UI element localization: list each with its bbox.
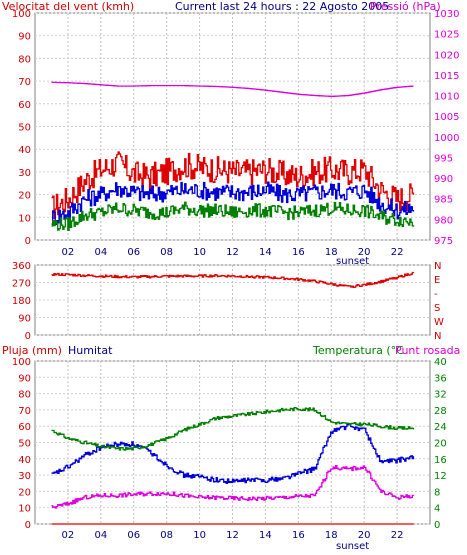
sunset-label: sunset [336,256,369,267]
y-tick-label: 80 [18,54,31,65]
x-tick-label: 14 [259,247,272,258]
humidity-temperature-chart: 0102030405060708090100048121620242832364… [2,344,460,552]
y2-tick-label: 1010 [434,92,459,103]
chart-title: Current last 24 hours : 22 Agosto 2005 [175,0,389,13]
y2-tick-label: 20 [434,439,447,450]
y2-tick-label: 985 [434,195,453,206]
y-tick-label: 60 [18,422,31,433]
series-line-direction [51,271,415,288]
y-tick-label: 180 [12,296,31,307]
y2-tick-label: 40 [434,357,447,368]
y2-tick-label: 995 [434,153,453,164]
sunset-label: sunset [336,541,369,552]
x-tick-label: 22 [391,247,404,258]
y-tick-label: 50 [18,123,31,134]
x-tick-label: 02 [62,247,75,258]
y-tick-label: 90 [18,373,31,384]
y2-tick-label: 1000 [434,133,459,144]
y-tick-label: 90 [18,314,31,325]
x-tick-label: 06 [127,247,140,258]
y2-tick-label: N [434,331,441,342]
legend-label: Punt rosada [395,344,460,357]
x-tick-label: 10 [193,530,206,541]
y2-tick-label: 1015 [434,71,459,82]
y-tick-label: 70 [18,406,31,417]
y2-tick-label: 16 [434,455,447,466]
pressure-axis-title: Pressió (hPa) [370,0,441,13]
series-line-low [51,201,415,232]
y2-tick-label: 1025 [434,30,459,41]
x-tick-label: 08 [160,530,173,541]
x-tick-label: 18 [325,530,338,541]
x-tick-label: 22 [391,530,404,541]
y2-tick-label: 1020 [434,50,459,61]
y2-tick-label: 0 [434,520,440,531]
y-tick-label: 60 [18,100,31,111]
y2-tick-label: S [434,303,440,314]
series-line-average [51,181,415,225]
y2-tick-label: 1005 [434,112,459,123]
x-tick-label: 16 [292,247,305,258]
y-tick-label: 30 [18,168,31,179]
y-tick-label: 20 [18,191,31,202]
x-tick-label: 02 [62,530,75,541]
y-tick-label: 100 [12,357,31,368]
y2-tick-label: 36 [434,373,447,384]
y-tick-label: 0 [25,331,31,342]
y-tick-label: 0 [25,520,31,531]
y2-tick-label: N [434,261,441,272]
y-tick-label: 40 [18,455,31,466]
y2-tick-label: 24 [434,422,447,433]
y2-tick-label: 32 [434,390,447,401]
y2-tick-label: 1030 [434,9,459,20]
y2-tick-label: 990 [434,174,453,185]
x-tick-label: 12 [226,530,239,541]
y-tick-label: 90 [18,32,31,43]
y-tick-label: 360 [12,261,31,272]
y2-tick-label: E [434,275,440,286]
y-tick-label: 80 [18,390,31,401]
x-tick-label: 16 [292,530,305,541]
wind-pressure-chart: 0102030405060708090100975980985990995100… [12,9,460,267]
y2-tick-label: W [434,317,444,328]
series-line-gust [51,151,415,220]
legend-label: Humitat [68,344,113,357]
series-line-pressure [51,81,414,97]
y2-tick-label: 975 [434,236,453,247]
y-tick-label: 270 [12,279,31,290]
x-tick-label: 06 [127,530,140,541]
x-tick-label: 20 [358,530,371,541]
x-tick-label: 10 [193,247,206,258]
legend-label: Pluja (mm) [2,344,62,357]
series-line-2 [51,406,415,451]
y2-tick-label: 12 [434,471,447,482]
y2-tick-label: 980 [434,215,453,226]
series-line-3 [51,465,415,509]
y2-tick-label: - [434,289,438,300]
y-tick-label: 0 [25,236,31,247]
wind-speed-axis-title: Velocitat del vent (kmh) [2,0,134,13]
x-tick-label: 04 [94,530,107,541]
y-tick-label: 40 [18,145,31,156]
y-tick-label: 50 [18,439,31,450]
x-tick-label: 14 [259,530,272,541]
x-tick-label: 08 [160,247,173,258]
y-tick-label: 20 [18,487,31,498]
x-tick-label: 12 [226,247,239,258]
y-tick-label: 30 [18,471,31,482]
legend-label: Temperatura (°C [312,344,404,357]
y2-tick-label: 8 [434,487,440,498]
y-tick-label: 100 [12,9,31,20]
x-tick-label: 18 [325,247,338,258]
x-tick-label: 20 [358,247,371,258]
y-tick-label: 10 [18,213,31,224]
x-tick-label: 04 [94,247,107,258]
y-tick-label: 70 [18,77,31,88]
y2-tick-label: 4 [434,504,440,515]
y2-tick-label: 28 [434,406,447,417]
y-tick-label: 10 [18,504,31,515]
